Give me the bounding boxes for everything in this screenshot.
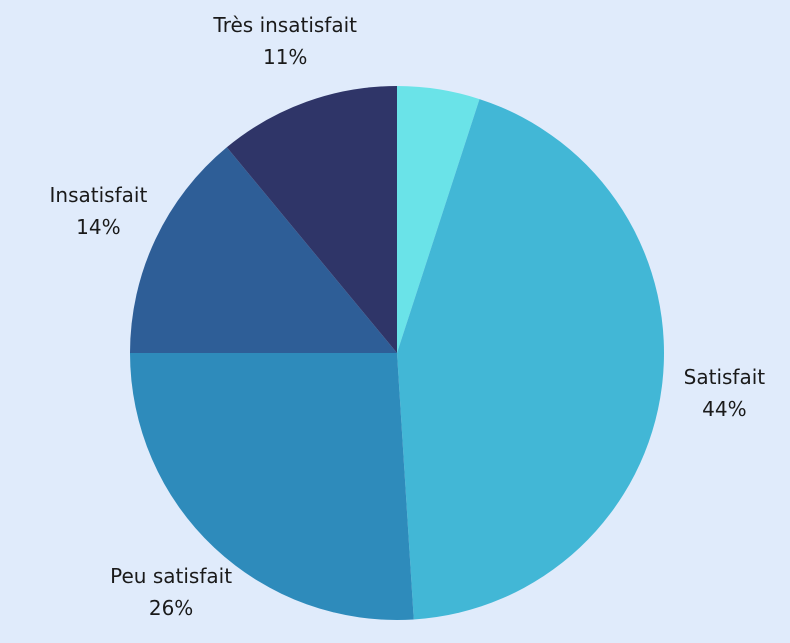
pie-slice [397,86,480,353]
slice-value-label: 14% [76,215,120,239]
pie-slice [226,86,397,353]
slice-value-label: 44% [702,397,746,421]
slice-value-label: 26% [149,596,193,620]
pie-slice [130,353,414,621]
slice-label: Très insatisfait [212,13,357,37]
pie-slice [130,147,397,353]
slice-label: Satisfait [684,365,766,389]
slice-label: Peu satisfait [110,564,232,588]
slice-value-label: 11% [263,45,307,69]
pie-slice [397,99,665,620]
slice-label: Insatisfait [50,183,148,207]
